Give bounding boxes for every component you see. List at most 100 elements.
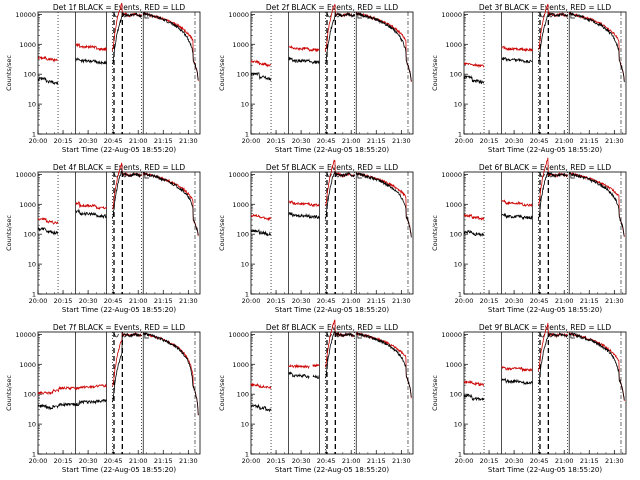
chart-title: Det 4f BLACK = Events, RED = LLD: [53, 163, 186, 172]
x-tick-label: 21:30: [605, 137, 624, 145]
series-lld-line: [37, 2, 199, 82]
y-tick-label: 10: [28, 421, 36, 429]
x-tick-label: 20:30: [292, 297, 311, 305]
chart-title: Det 1f BLACK = Events, RED = LLD: [53, 3, 186, 12]
y-tick-label: 10: [454, 261, 462, 269]
plot-frame: [463, 331, 627, 455]
y-tick-label: 1: [458, 451, 462, 459]
y-tick-label: 1000: [19, 361, 36, 369]
y-tick-label: 10000: [15, 171, 36, 179]
series-lld-line: [463, 3, 625, 81]
x-tick-label: 21:00: [555, 297, 574, 305]
x-axis-label: Start Time (22-Aug-05 18:55:20): [62, 306, 176, 314]
x-tick-label: 20:45: [530, 137, 549, 145]
y-tick-label: 1000: [19, 201, 36, 209]
series-events-line: [37, 169, 199, 236]
chart-title: Det 2f BLACK = Events, RED = LLD: [266, 3, 399, 12]
x-tick-label: 20:30: [79, 137, 98, 145]
x-axis-label: Start Time (22-Aug-05 18:55:20): [62, 146, 176, 154]
y-tick-label: 100: [24, 391, 36, 399]
x-axis-label: Start Time (22-Aug-05 18:55:20): [488, 466, 602, 474]
x-tick-label: 20:00: [455, 297, 474, 305]
x-axis-label: Start Time (22-Aug-05 18:55:20): [62, 466, 176, 474]
x-tick-label: 20:15: [480, 137, 499, 145]
panel-det-5: Det 5f BLACK = Events, RED = LLD11010010…: [218, 159, 414, 314]
plot-frame: [37, 331, 201, 455]
plot-frame: [37, 171, 201, 295]
x-tick-label: 21:00: [342, 137, 361, 145]
y-tick-label: 100: [450, 71, 462, 79]
panel-det-2: Det 2f BLACK = Events, RED = LLD 1 10 100 10…: [218, 3, 414, 154]
x-tick-label: 21:15: [154, 457, 173, 465]
x-tick-label: 20:15: [267, 457, 286, 465]
y-tick-label: 10000: [441, 331, 462, 339]
x-tick-label: 21:30: [392, 137, 411, 145]
x-tick-label: 20:30: [505, 137, 524, 145]
panel-det-9: Det 9f BLACK = Events, RED = LLD 1 10 100 10…: [431, 322, 627, 474]
x-tick-label: 21:30: [392, 457, 411, 465]
y-axis-label: Counts/sec: [218, 55, 226, 91]
y-tick-label: 10: [241, 101, 249, 109]
y-tick-label: 10000: [441, 171, 462, 179]
series-events-line: [463, 10, 625, 85]
y-axis-label: Counts/sec: [218, 215, 226, 251]
series-events-line: [37, 331, 199, 416]
y-tick-label: 1: [458, 291, 462, 299]
series-events-line: [250, 330, 412, 413]
x-axis-label: Start Time (22-Aug-05 18:55:20): [488, 306, 602, 314]
y-tick-label: 10: [454, 421, 462, 429]
panel-det-1: Det 1f BLACK = Events, RED = LLD 1 10 100 10…: [5, 2, 201, 154]
x-tick-label: 21:15: [154, 297, 173, 305]
x-tick-label: 20:30: [505, 457, 524, 465]
x-tick-label: 21:00: [129, 137, 148, 145]
x-tick-label: 21:00: [555, 457, 574, 465]
x-tick-label: 20:15: [54, 457, 73, 465]
attenuator-marker: [327, 173, 332, 178]
series-events-line: [250, 11, 412, 82]
panel-det-8: Det 8f BLACK = Events, RED = LLD11010010…: [218, 319, 414, 474]
y-tick-label: 1000: [19, 41, 36, 49]
x-tick-label: 21:00: [555, 137, 574, 145]
x-tick-label: 20:00: [242, 457, 261, 465]
x-axis-label: Start Time (22-Aug-05 18:55:20): [275, 146, 389, 154]
y-tick-label: 1000: [232, 41, 249, 49]
y-tick-label: 100: [450, 231, 462, 239]
series-lld-line: [250, 4, 412, 83]
x-tick-label: 20:15: [267, 137, 286, 145]
x-tick-label: 20:15: [54, 297, 73, 305]
series-events-line: [463, 171, 625, 237]
x-tick-label: 21:15: [154, 137, 173, 145]
attenuator-marker: [540, 333, 545, 338]
y-tick-label: 100: [24, 71, 36, 79]
y-tick-label: 1: [245, 451, 249, 459]
x-tick-label: 20:45: [104, 297, 123, 305]
panel-det-7: Det 7f BLACK = Events, RED = LLD 1 10 100 10…: [5, 323, 201, 474]
y-tick-label: 1000: [445, 41, 462, 49]
y-tick-label: 1000: [445, 201, 462, 209]
x-tick-label: 20:30: [79, 297, 98, 305]
y-tick-label: 100: [237, 391, 249, 399]
x-tick-label: 20:00: [242, 137, 261, 145]
y-tick-label: 1000: [445, 361, 462, 369]
y-tick-label: 10000: [15, 11, 36, 19]
y-tick-label: 1: [245, 291, 249, 299]
x-tick-label: 21:00: [342, 457, 361, 465]
x-tick-label: 20:45: [104, 457, 123, 465]
x-tick-label: 21:30: [179, 137, 198, 145]
x-axis-label: Start Time (22-Aug-05 18:55:20): [275, 466, 389, 474]
y-tick-label: 10: [28, 101, 36, 109]
x-tick-label: 21:30: [179, 457, 198, 465]
x-tick-label: 21:15: [580, 457, 599, 465]
x-tick-label: 20:00: [29, 457, 48, 465]
attenuator-marker: [327, 333, 332, 338]
series-lld-line: [250, 159, 412, 237]
y-axis-label: Counts/sec: [431, 375, 439, 411]
x-tick-label: 20:45: [317, 137, 336, 145]
x-tick-label: 20:15: [480, 457, 499, 465]
x-axis-label: Start Time (22-Aug-05 18:55:20): [275, 306, 389, 314]
panel-det-6: Det 6f BLACK = Events, RED = LLD11010010…: [431, 157, 627, 314]
y-tick-label: 100: [237, 71, 249, 79]
attenuator-marker: [540, 13, 545, 18]
x-tick-label: 21:30: [392, 297, 411, 305]
